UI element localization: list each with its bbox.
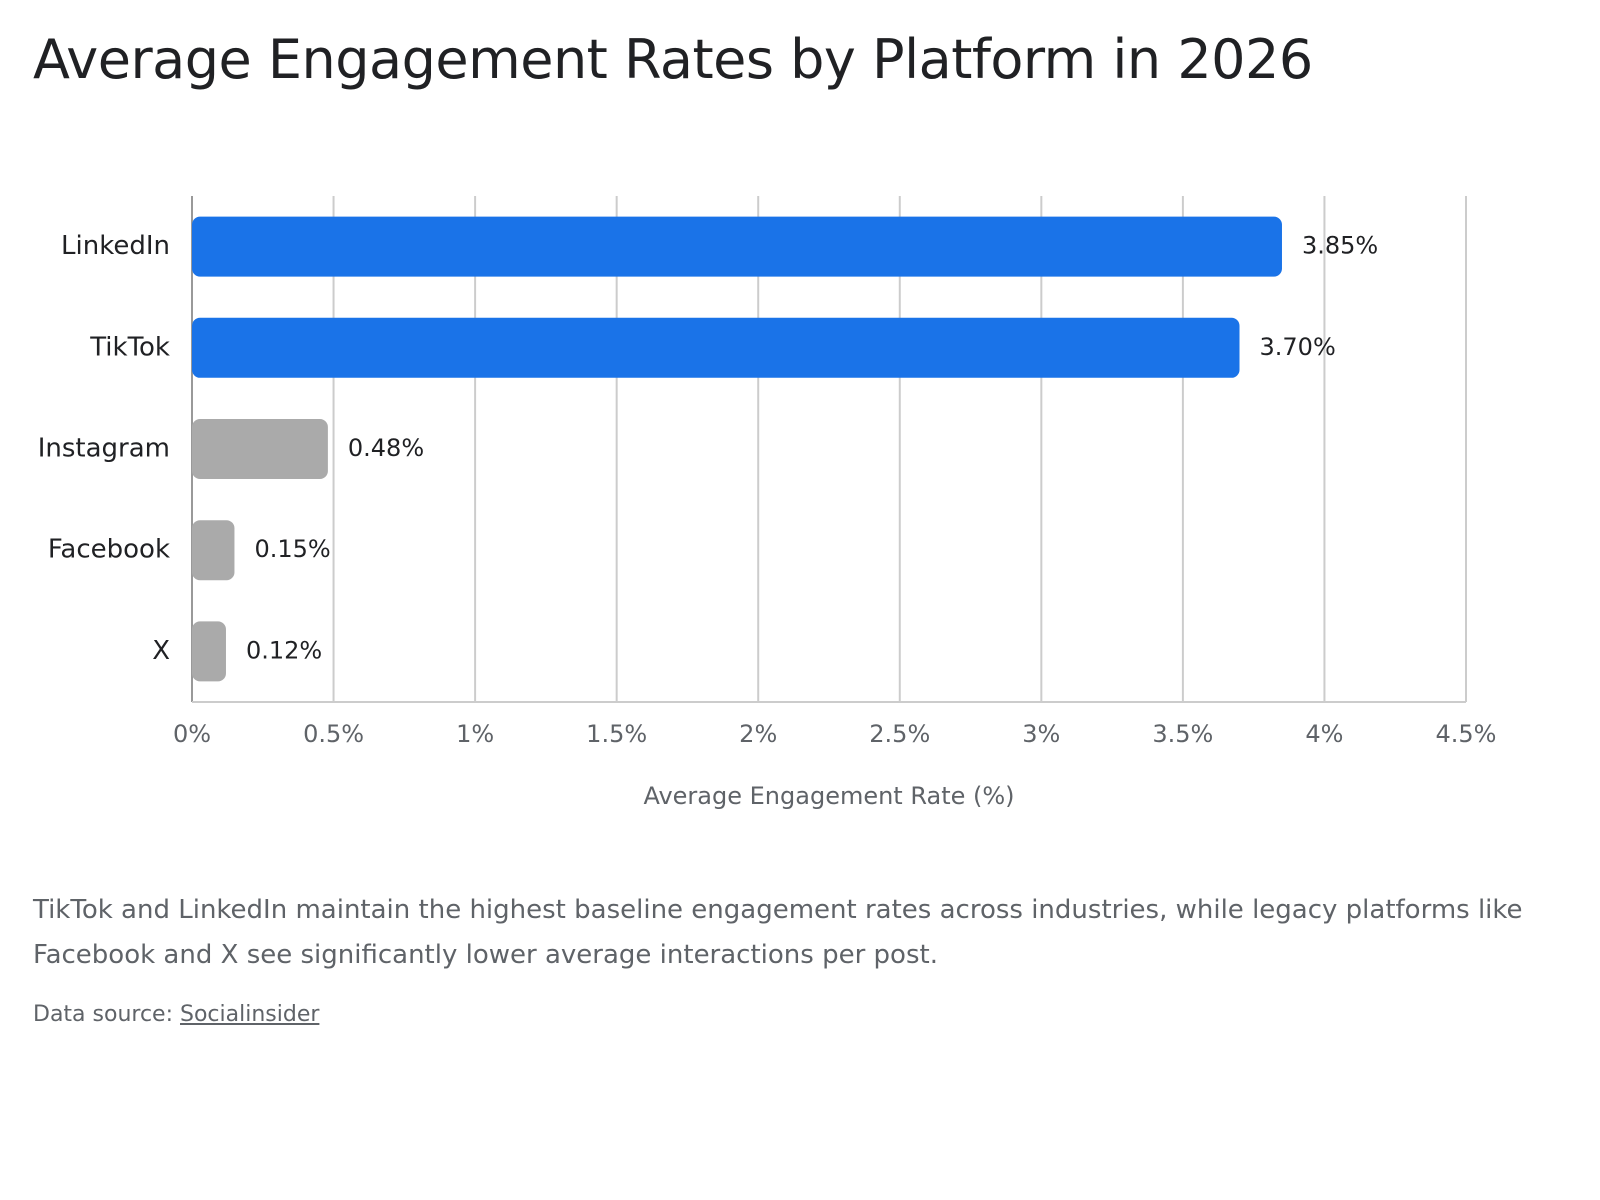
x-tick-label: 0%: [173, 720, 211, 748]
x-axis-label: Average Engagement Rate (%): [643, 782, 1014, 810]
x-tick-label: 1%: [456, 720, 494, 748]
data-label: 0.15%: [254, 535, 330, 563]
caption: TikTok and LinkedIn maintain the highest…: [33, 895, 1523, 970]
x-tick-label: 4.5%: [1436, 720, 1497, 748]
bar: [192, 317, 1240, 378]
data-label: 0.48%: [348, 434, 424, 462]
x-tick-label: 0.5%: [303, 720, 364, 748]
bar: [192, 216, 1282, 277]
x-tick-label: 3%: [1022, 720, 1060, 748]
data-label: 3.85%: [1302, 232, 1378, 260]
y-tick-label: Facebook: [48, 535, 170, 565]
data-label: 3.70%: [1260, 333, 1336, 361]
y-tick-label: X: [152, 636, 170, 666]
source: Data source: Socialinsider: [33, 1002, 319, 1027]
bar: [192, 621, 226, 682]
bar: [192, 520, 235, 581]
chart: 0% 0.5% 1% 1.5% 2% 2.5% 3% 3.5% 4% 4.5% Average En…: [38, 196, 1497, 810]
y-tick-label: Instagram: [38, 434, 170, 464]
x-tick-label: 2.5%: [869, 720, 930, 748]
x-tick-label: 2%: [739, 720, 777, 748]
chart-title: Average Engagement Rates by Platform in …: [33, 28, 1313, 91]
x-tick-label: 3.5%: [1152, 720, 1213, 748]
x-tick-label: 1.5%: [586, 720, 647, 748]
source-label: Data source:: [33, 1002, 173, 1027]
y-tick-label: LinkedIn: [61, 231, 170, 261]
source-link[interactable]: Socialinsider: [180, 1002, 320, 1027]
bar: [192, 419, 328, 479]
x-tick-label: 4%: [1305, 720, 1343, 748]
y-tick-label: TikTok: [89, 332, 170, 362]
data-label: 0.12%: [246, 636, 322, 664]
